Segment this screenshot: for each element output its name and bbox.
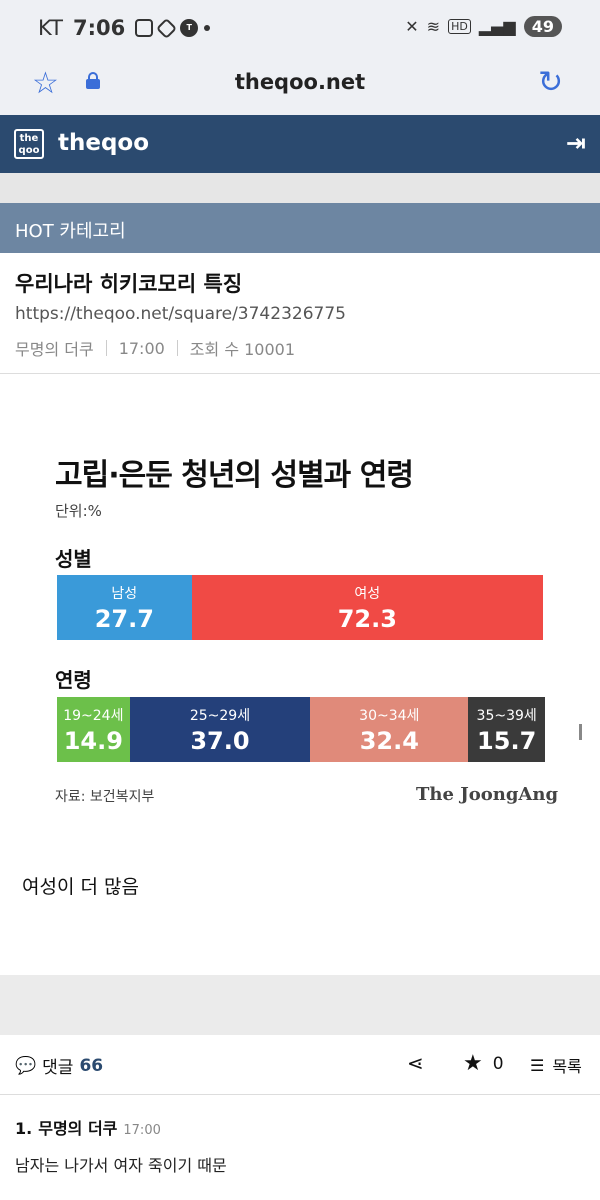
- bar-age-30-34: 30~34세 32.4: [310, 697, 469, 762]
- list-button[interactable]: ☰ 목록: [530, 1053, 582, 1077]
- category-bar[interactable]: HOT 카테고리: [0, 203, 600, 253]
- url-field[interactable]: theqoo.net: [234, 70, 366, 94]
- bar-label-female: 여성: [354, 586, 381, 602]
- star-outline-icon[interactable]: ☆: [32, 66, 59, 101]
- bar-label-age-30-34: 30~34세: [359, 708, 420, 724]
- address-bar: ☆ theqoo.net ↻: [0, 58, 600, 115]
- navigation-icon: [156, 17, 178, 39]
- bar-age-35-39: 35~39세 15.7: [468, 697, 545, 762]
- site-header: the qoo theqoo ⇥: [0, 115, 600, 173]
- comment-text: 남자는 나가서 여자 죽이기 때문: [15, 1156, 227, 1175]
- comments-label: 댓글: [42, 1058, 74, 1078]
- login-icon[interactable]: ⇥: [565, 129, 586, 157]
- site-logo[interactable]: the qoo: [14, 129, 44, 159]
- bar-age-25-29: 25~29세 37.0: [129, 697, 311, 762]
- bar-female: 여성 72.3: [191, 575, 543, 640]
- post-author: 무명의 더쿠: [15, 340, 94, 359]
- bar-value-age-30-34: 32.4: [359, 727, 419, 755]
- bar-value-male: 27.7: [94, 605, 154, 633]
- mute-icon: ✕: [405, 17, 419, 36]
- action-bar: 💬 댓글 66 ⋖ ★ 0 ☰ 목록: [0, 1035, 600, 1095]
- more-notifications-icon: [204, 25, 211, 31]
- list-icon: ☰: [530, 1055, 545, 1075]
- bar-value-age-35-39: 15.7: [477, 727, 537, 755]
- status-right: ✕ ≋ HD ▂▄▆ 49: [405, 16, 562, 37]
- post-body-text: 여성이 더 많음: [22, 876, 139, 898]
- bar-value-age-25-29: 37.0: [190, 727, 250, 755]
- meta-divider: [105, 340, 107, 356]
- lock-icon[interactable]: [86, 72, 100, 89]
- status-bar: KT 7:06 T ✕ ≋ HD ▂▄▆ 49: [0, 0, 600, 58]
- comments-count: 66: [79, 1055, 104, 1076]
- clock: 7:06: [72, 16, 126, 40]
- bar-label-age-35-39: 35~39세: [476, 708, 537, 724]
- status-left: KT 7:06 T: [38, 16, 211, 40]
- screenshot-icon: [135, 19, 154, 37]
- notification-icons: T: [135, 17, 211, 39]
- brand-logo: The JoongAng: [416, 784, 559, 805]
- comment-icon: 💬: [15, 1055, 37, 1076]
- carrier-label: KT: [38, 16, 63, 40]
- bar-label-male: 남성: [111, 586, 138, 602]
- talk-icon: T: [180, 19, 199, 37]
- gender-bar: 남성 27.7 여성 72.3: [57, 575, 543, 640]
- spacer: [0, 173, 600, 203]
- category-label: HOT 카테고리: [15, 221, 126, 242]
- comments-button[interactable]: 💬 댓글 66: [15, 1053, 104, 1079]
- post-title: 우리나라 히키코모리 특징: [15, 272, 243, 296]
- hd-icon: HD: [448, 19, 471, 34]
- battery-icon: 49: [523, 16, 562, 37]
- bar-value-female: 72.3: [337, 605, 397, 633]
- meta-divider: [176, 340, 178, 356]
- bar-label-age-19-24: 19~24세: [63, 708, 124, 724]
- signal-icon: ▂▄▆: [478, 17, 516, 36]
- spacer: [0, 975, 600, 1035]
- bar-label-age-25-29: 25~29세: [189, 708, 251, 724]
- bar-age-19-24: 19~24세 14.9: [57, 697, 130, 762]
- bar-value-age-19-24: 14.9: [63, 727, 123, 755]
- post-time: 17:00: [118, 338, 165, 358]
- infographic-title: 고립·은둔 청년의 성별과 연령: [55, 458, 414, 493]
- gender-heading: 성별: [55, 547, 92, 571]
- list-label: 목록: [552, 1057, 582, 1076]
- post-views: 조회 수 10001: [189, 340, 296, 359]
- favorite-button[interactable]: ★ 0: [463, 1051, 504, 1076]
- share-icon[interactable]: ⋖: [407, 1051, 424, 1075]
- infographic-source: 자료: 보건복지부: [55, 789, 155, 805]
- bar-male: 남성 27.7: [57, 575, 192, 640]
- comment-index: 1.: [15, 1119, 33, 1138]
- comment-header: 1. 무명의 더쿠 17:00: [15, 1115, 161, 1139]
- reload-icon[interactable]: ↻: [538, 65, 564, 100]
- site-name[interactable]: theqoo: [58, 130, 150, 156]
- divider: [0, 373, 600, 374]
- wifi-icon: ≋: [426, 17, 441, 36]
- comment-time: 17:00: [123, 1123, 161, 1138]
- infographic-unit: 단위:%: [55, 502, 102, 520]
- post-meta: 무명의 더쿠 17:00 조회 수 10001: [15, 336, 295, 360]
- star-icon: ★: [463, 1051, 483, 1076]
- post-url[interactable]: https://theqoo.net/square/3742326775: [15, 304, 346, 324]
- age-heading: 연령: [55, 668, 92, 692]
- favorites-count: 0: [492, 1053, 504, 1074]
- scroll-indicator: [579, 724, 582, 740]
- age-bar: 19~24세 14.9 25~29세 37.0 30~34세 32.4 35~3…: [57, 697, 545, 762]
- comment-author: 무명의 더쿠: [38, 1119, 118, 1138]
